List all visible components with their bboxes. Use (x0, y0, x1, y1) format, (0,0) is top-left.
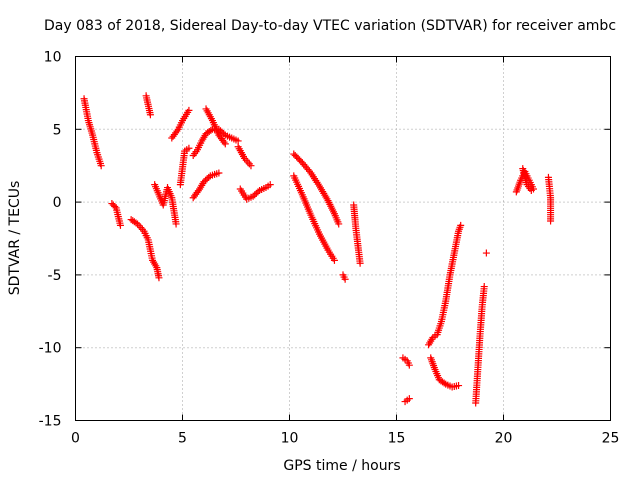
x-tick-label: 20 (495, 431, 513, 447)
data-point (97, 162, 105, 170)
data-point (221, 140, 229, 148)
data-point (457, 221, 465, 229)
data-point (137, 224, 145, 232)
x-tick-labels: 0 5 10 15 20 25 (71, 431, 619, 447)
x-tick-label: 15 (388, 431, 406, 447)
x-tick-label: 10 (281, 431, 299, 447)
data-point (247, 162, 255, 170)
data-point (116, 221, 124, 229)
data-point (405, 395, 413, 403)
chart-title: Day 083 of 2018, Sidereal Day-to-day VTE… (44, 18, 616, 34)
data-point (111, 202, 119, 210)
data-point (356, 259, 364, 267)
y-tick-labels: -15 -10 -5 0 5 10 (39, 50, 62, 430)
x-axis-label: GPS time / hours (283, 458, 400, 474)
data-point (244, 158, 252, 166)
y-axis-label: SDTVAR / TECUs (7, 181, 23, 296)
data-point (527, 186, 535, 194)
grid-lines (75, 56, 611, 421)
x-tick-label: 5 (178, 431, 187, 447)
data-point (335, 220, 343, 228)
data-point (205, 173, 213, 181)
data-point (220, 130, 228, 138)
data-points (80, 92, 555, 407)
data-point (254, 188, 262, 196)
data-point (185, 106, 193, 114)
data-point (405, 361, 413, 369)
data-point (547, 217, 555, 225)
data-point (155, 274, 163, 282)
data-point (341, 275, 349, 283)
data-point (207, 126, 215, 134)
data-point (480, 283, 488, 291)
plot-frame (75, 56, 611, 421)
data-point (440, 379, 448, 387)
data-point (330, 256, 338, 264)
axis-ticks (75, 56, 611, 421)
y-tick-label: 5 (53, 122, 62, 138)
y-tick-label: -5 (48, 268, 62, 284)
data-point (455, 382, 463, 390)
y-tick-label: -10 (39, 341, 62, 357)
data-point (245, 160, 253, 168)
y-tick-label: -15 (39, 414, 62, 430)
x-tick-label: 0 (71, 431, 80, 447)
y-tick-label: 0 (53, 195, 62, 211)
x-tick-label: 25 (602, 431, 620, 447)
data-point (146, 111, 154, 119)
y-tick-label: 10 (44, 50, 62, 66)
data-point (305, 167, 313, 175)
data-point (215, 169, 223, 177)
data-point (172, 220, 180, 228)
data-point (482, 249, 490, 257)
data-point (266, 181, 274, 189)
data-point (185, 144, 193, 152)
